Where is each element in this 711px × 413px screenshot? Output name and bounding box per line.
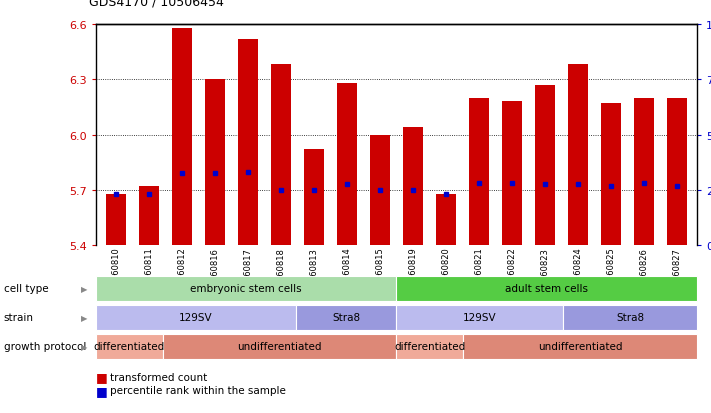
Bar: [601, 104, 621, 246]
Text: differentiated: differentiated: [94, 342, 165, 351]
Bar: [667, 98, 687, 246]
Text: ■: ■: [96, 370, 108, 383]
Text: ▶: ▶: [80, 342, 87, 351]
Text: transformed count: transformed count: [110, 372, 208, 382]
Bar: [463, 334, 697, 359]
Bar: [403, 128, 423, 246]
Bar: [205, 80, 225, 246]
Bar: [96, 305, 296, 330]
Text: differentiated: differentiated: [394, 342, 466, 351]
Text: GDS4170 / 10506454: GDS4170 / 10506454: [89, 0, 224, 8]
Bar: [535, 85, 555, 246]
Bar: [502, 102, 522, 246]
Bar: [436, 194, 456, 246]
Bar: [634, 98, 654, 246]
Text: ▶: ▶: [80, 284, 87, 293]
Bar: [271, 65, 291, 246]
Bar: [172, 28, 192, 246]
Bar: [139, 187, 159, 246]
Bar: [296, 305, 397, 330]
Bar: [469, 98, 488, 246]
Text: ▶: ▶: [80, 313, 87, 322]
Bar: [397, 276, 697, 301]
Bar: [397, 334, 463, 359]
Text: undifferentiated: undifferentiated: [538, 342, 622, 351]
Bar: [304, 150, 324, 246]
Text: adult stem cells: adult stem cells: [505, 284, 588, 294]
Text: Stra8: Stra8: [616, 313, 644, 323]
Bar: [397, 305, 563, 330]
Text: percentile rank within the sample: percentile rank within the sample: [110, 385, 286, 395]
Text: strain: strain: [4, 313, 33, 323]
Bar: [337, 84, 357, 246]
Bar: [163, 334, 397, 359]
Text: undifferentiated: undifferentiated: [237, 342, 322, 351]
Bar: [106, 194, 126, 246]
Bar: [238, 40, 257, 246]
Text: ■: ■: [96, 384, 108, 397]
Text: 129SV: 129SV: [463, 313, 497, 323]
Text: embryonic stem cells: embryonic stem cells: [191, 284, 302, 294]
Text: Stra8: Stra8: [332, 313, 360, 323]
Text: growth protocol: growth protocol: [4, 342, 86, 351]
Bar: [568, 65, 588, 246]
Bar: [96, 276, 397, 301]
Bar: [563, 305, 697, 330]
Bar: [370, 135, 390, 246]
Text: 129SV: 129SV: [179, 313, 213, 323]
Bar: [96, 334, 163, 359]
Text: cell type: cell type: [4, 284, 48, 294]
